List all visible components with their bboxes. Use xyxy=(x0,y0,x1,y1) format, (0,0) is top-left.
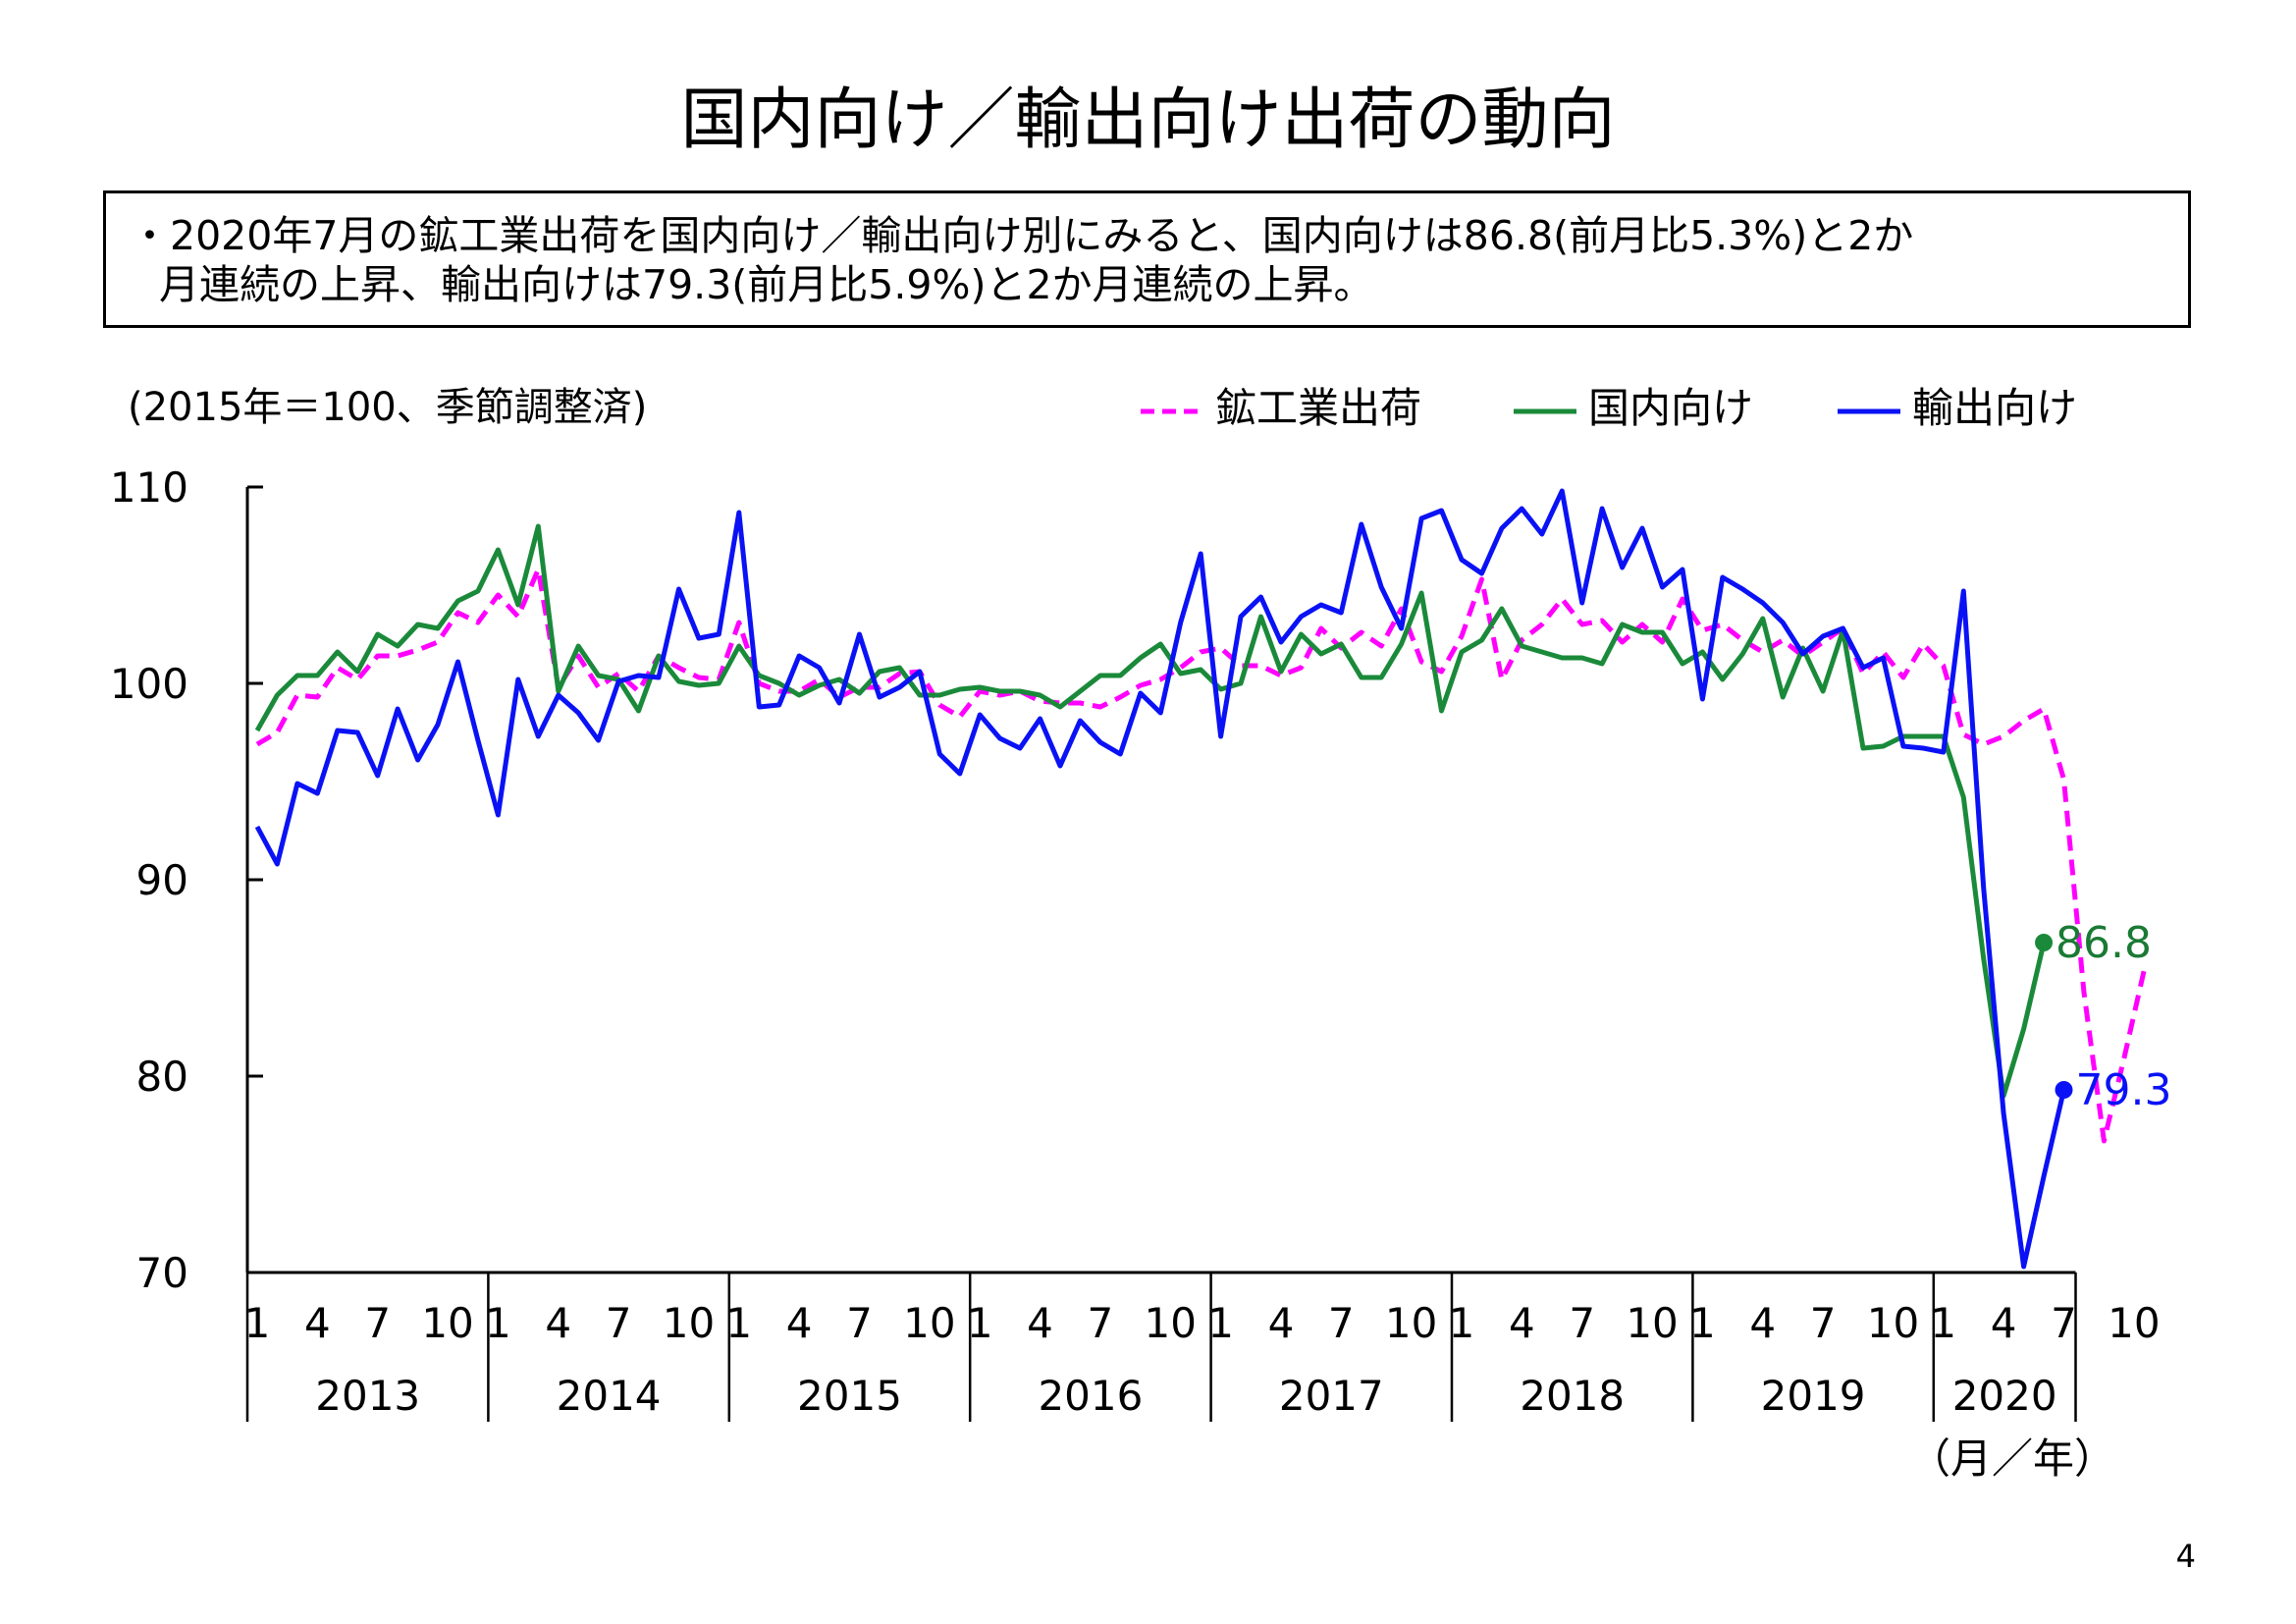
x-month-label: 1 xyxy=(967,1299,993,1347)
end-marker-domestic xyxy=(2035,934,2054,951)
x-month-label: 1 xyxy=(244,1299,271,1347)
legend-label-mining-shipments: 鉱工業出荷 xyxy=(1215,384,1422,432)
page-title: 国内向け／輸出向け出荷の動向 xyxy=(680,81,1616,159)
summary-box: ・2020年7月の鉱工業出荷を国内向け／輸出向け別にみると、国内向けは86.8(… xyxy=(103,190,2191,328)
legend-label-export: 輸出向け xyxy=(1912,384,2078,432)
y-tick-label: 90 xyxy=(136,856,188,904)
y-tick-label: 80 xyxy=(136,1053,188,1101)
end-marker-export xyxy=(2055,1081,2073,1099)
x-month-label: 1 xyxy=(1449,1299,1475,1347)
x-month-label: 4 xyxy=(304,1299,331,1347)
page-number: 4 xyxy=(2175,1538,2196,1575)
x-month-label: 4 xyxy=(1749,1299,1776,1347)
legend-label-domestic: 国内向け xyxy=(1588,384,1754,432)
x-year-label: 2013 xyxy=(315,1372,420,1420)
legend-item-domestic: 国内向け xyxy=(1512,381,1753,436)
x-month-label: 4 xyxy=(786,1299,813,1347)
x-month-label: 10 xyxy=(1626,1299,1678,1347)
x-month-label: 10 xyxy=(2108,1299,2160,1347)
legend-swatch-mining-shipments xyxy=(1141,408,1203,413)
end-label-export: 79.3 xyxy=(2076,1065,2172,1115)
x-year-label: 2015 xyxy=(797,1372,902,1420)
x-year-label: 2018 xyxy=(1520,1372,1625,1420)
x-year-label: 2016 xyxy=(1038,1372,1143,1420)
y-tick-label: 70 xyxy=(136,1249,188,1297)
x-month-label: 10 xyxy=(421,1299,473,1347)
x-month-label: 1 xyxy=(1930,1299,1956,1347)
series-line-domestic xyxy=(254,523,2047,1099)
x-month-label: 7 xyxy=(2051,1299,2077,1347)
series-line-mining_shipments xyxy=(255,567,2147,1144)
x-month-label: 7 xyxy=(606,1299,632,1347)
x-month-label: 7 xyxy=(1328,1299,1355,1347)
x-month-label: 10 xyxy=(903,1299,955,1347)
x-month-label: 10 xyxy=(663,1299,715,1347)
x-axis-unit: （月／年） xyxy=(1909,1435,2115,1483)
x-month-label: 4 xyxy=(1991,1299,2017,1347)
x-month-label: 7 xyxy=(1088,1299,1114,1347)
legend-swatch-export xyxy=(1838,408,1900,413)
series-line-export xyxy=(254,488,2066,1270)
unit-note: (2015年＝100、季節調整済) xyxy=(128,385,648,430)
x-year-label: 2020 xyxy=(1952,1372,2057,1420)
x-month-label: 10 xyxy=(1385,1299,1437,1347)
x-year-label: 2014 xyxy=(557,1372,662,1420)
x-month-label: 7 xyxy=(364,1299,391,1347)
x-month-label: 1 xyxy=(1207,1299,1234,1347)
x-month-label: 7 xyxy=(846,1299,873,1347)
end-label-domestic: 86.8 xyxy=(2056,918,2152,968)
legend-swatch-domestic xyxy=(1514,408,1576,413)
x-month-label: 4 xyxy=(1268,1299,1295,1347)
y-tick-label: 110 xyxy=(110,463,188,512)
summary-line-1: ・2020年7月の鉱工業出荷を国内向け／輸出向け別にみると、国内向けは86.8(… xyxy=(130,212,1914,259)
x-month-label: 4 xyxy=(545,1299,571,1347)
legend-item-mining-shipments: 鉱工業出荷 xyxy=(1139,381,1421,436)
x-month-label: 1 xyxy=(725,1299,752,1347)
x-month-label: 10 xyxy=(1867,1299,1919,1347)
x-month-label: 7 xyxy=(1810,1299,1837,1347)
summary-line-2: 月連続の上昇、輸出向けは79.3(前月比5.9%)と2か月連続の上昇。 xyxy=(159,261,1374,308)
y-tick-label: 100 xyxy=(110,660,188,708)
x-month-label: 4 xyxy=(1509,1299,1535,1347)
x-month-label: 1 xyxy=(485,1299,511,1347)
x-year-label: 2019 xyxy=(1761,1372,1866,1420)
x-month-label: 4 xyxy=(1027,1299,1053,1347)
x-month-label: 7 xyxy=(1569,1299,1595,1347)
x-month-label: 1 xyxy=(1689,1299,1716,1347)
x-year-label: 2017 xyxy=(1279,1372,1384,1420)
legend-item-export: 輸出向け xyxy=(1836,381,2077,436)
x-month-label: 10 xyxy=(1145,1299,1197,1347)
